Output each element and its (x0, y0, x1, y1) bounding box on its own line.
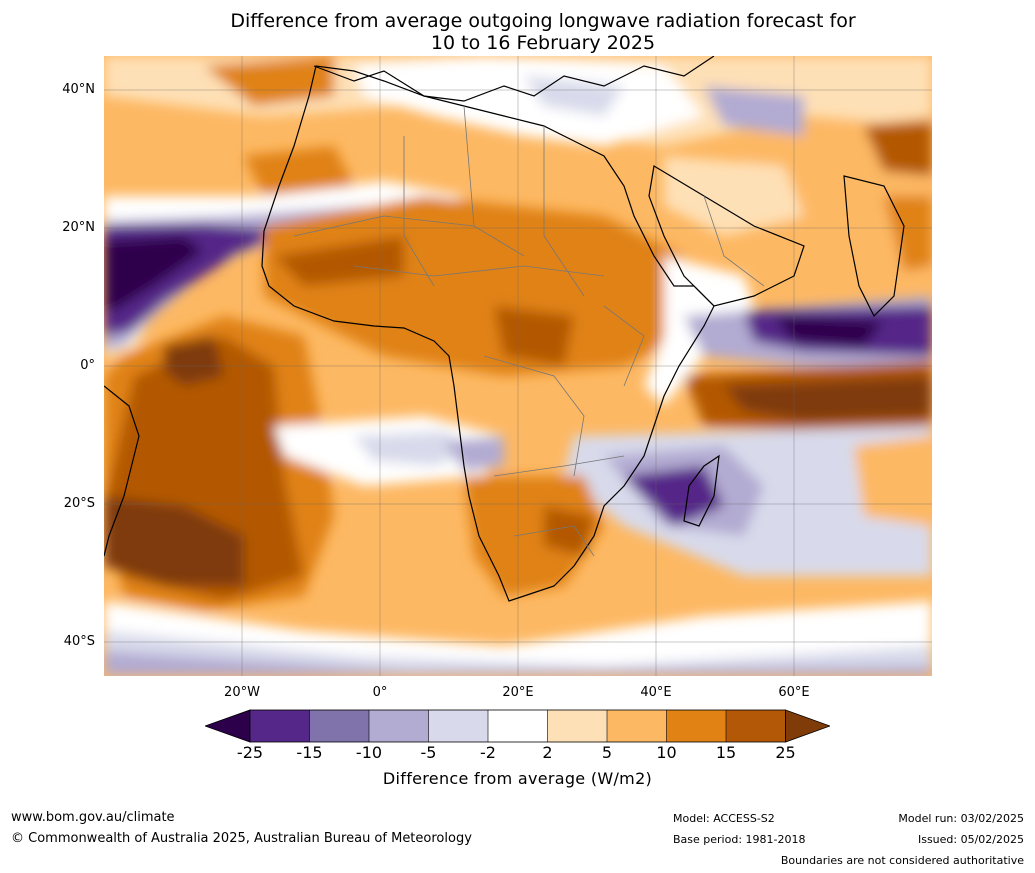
colorbar-tick: 15 (715, 743, 737, 762)
footer-disclaimer: Boundaries are not considered authoritat… (780, 854, 1024, 867)
colorbar-swatch-0 (205, 709, 251, 743)
lat-label-40s: 40°S (63, 634, 95, 649)
lat-label-40n: 40°N (62, 82, 95, 97)
colorbar-swatch-5 (488, 710, 548, 742)
title-line-1: Difference from average outgoing longwav… (230, 10, 856, 32)
map-canvas (103, 55, 932, 676)
colorbar-tick: -15 (296, 743, 323, 762)
colorbar-tick: -2 (480, 743, 496, 762)
anomaly-field (104, 56, 932, 676)
footer-model-run: Model run: 03/02/2025 (898, 812, 1024, 825)
colorbar-tick: -5 (420, 743, 437, 762)
lat-label-0: 0° (80, 358, 95, 373)
colorbar (205, 709, 830, 743)
colorbar-swatch-10 (785, 709, 830, 743)
coastlines (103, 55, 905, 602)
colorbar-tick: 2 (542, 743, 553, 762)
footer-model: Model: ACCESS-S2 (673, 812, 775, 825)
footer-url[interactable]: www.bom.gov.au/climate (11, 810, 175, 825)
colorbar-swatch-9 (726, 710, 786, 742)
europe-coastline (313, 55, 715, 102)
title-line-2: 10 to 16 February 2025 (430, 32, 656, 54)
olr-anomaly-map (103, 55, 932, 676)
footer-base-period: Base period: 1981-2018 (673, 833, 806, 846)
colorbar-swatch-6 (547, 710, 607, 742)
colorbar-tick: -10 (355, 743, 383, 762)
colorbar-swatch-2 (309, 710, 369, 742)
colorbar-tick: 10 (656, 743, 677, 762)
footer-copyright: © Commonwealth of Australia 2025, Austra… (11, 831, 472, 846)
colorbar-swatch-1 (250, 710, 310, 742)
india-coastline (843, 175, 905, 318)
lon-label-40e: 40°E (640, 685, 672, 700)
map-title: Difference from average outgoing longwav… (103, 10, 983, 54)
colorbar-tick: -25 (236, 743, 264, 762)
lon-label-20e: 20°E (502, 685, 534, 700)
lon-label-60e: 60°E (778, 685, 810, 700)
colorbar-tick: 5 (601, 743, 613, 762)
graticule (104, 56, 932, 676)
lon-label-0: 0° (372, 685, 388, 700)
lon-label-20w: 20°W (224, 685, 260, 700)
colorbar-swatch-7 (607, 710, 667, 742)
colorbar-title: Difference from average (W/m2) (382, 769, 653, 788)
footer-issued: Issued: 05/02/2025 (917, 833, 1024, 846)
lat-label-20n: 20°N (62, 220, 95, 235)
colorbar-swatch-8 (666, 710, 726, 742)
africa-coastline (261, 65, 715, 602)
country-borders (293, 105, 765, 557)
colorbar-swatch-3 (369, 710, 429, 742)
colorbar-tick: 25 (775, 743, 796, 762)
arabia-coastline (648, 165, 805, 307)
colorbar-swatch-4 (428, 710, 488, 742)
madagascar-coastline (683, 454, 720, 527)
lat-label-20s: 20°S (63, 496, 95, 511)
south-america-coastline (103, 385, 140, 557)
